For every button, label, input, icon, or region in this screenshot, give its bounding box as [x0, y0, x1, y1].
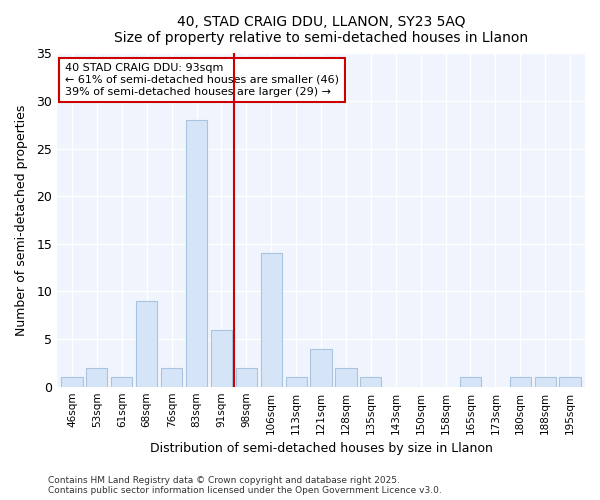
Bar — [236, 368, 257, 386]
Bar — [286, 377, 307, 386]
Bar — [86, 368, 107, 386]
Text: 40 STAD CRAIG DDU: 93sqm
← 61% of semi-detached houses are smaller (46)
39% of s: 40 STAD CRAIG DDU: 93sqm ← 61% of semi-d… — [65, 64, 339, 96]
X-axis label: Distribution of semi-detached houses by size in Llanon: Distribution of semi-detached houses by … — [149, 442, 493, 455]
Bar — [186, 120, 207, 386]
Bar — [335, 368, 356, 386]
Y-axis label: Number of semi-detached properties: Number of semi-detached properties — [15, 104, 28, 336]
Bar — [360, 377, 382, 386]
Bar — [509, 377, 531, 386]
Bar — [211, 330, 232, 386]
Title: 40, STAD CRAIG DDU, LLANON, SY23 5AQ
Size of property relative to semi-detached : 40, STAD CRAIG DDU, LLANON, SY23 5AQ Siz… — [114, 15, 528, 45]
Text: Contains HM Land Registry data © Crown copyright and database right 2025.
Contai: Contains HM Land Registry data © Crown c… — [48, 476, 442, 495]
Bar — [260, 254, 282, 386]
Bar — [111, 377, 133, 386]
Bar — [61, 377, 83, 386]
Bar — [460, 377, 481, 386]
Bar — [310, 348, 332, 387]
Bar — [136, 301, 157, 386]
Bar — [535, 377, 556, 386]
Bar — [559, 377, 581, 386]
Bar — [161, 368, 182, 386]
